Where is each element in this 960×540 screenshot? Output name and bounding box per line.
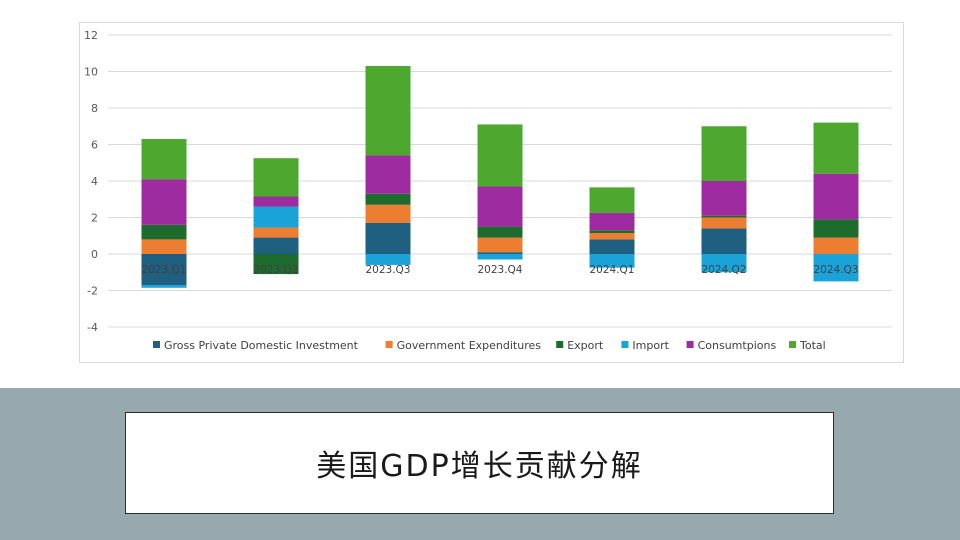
- bar-gross-private-domestic-investment-2023-q2: [253, 237, 299, 254]
- legend-item-consumtpions: Consumtpions: [686, 339, 777, 352]
- bar-consumtpions-2024-q1: [589, 212, 635, 231]
- bar-consumtpions-2023-q1: [141, 179, 187, 225]
- x-category-label: 2023.Q4: [477, 264, 522, 276]
- legend-swatch: [153, 341, 160, 348]
- bar-gross-private-domestic-investment-2024-q2: [701, 228, 747, 254]
- bar-export-2023-q2: [253, 254, 299, 275]
- bar-consumtpions-2023-q4: [477, 186, 523, 227]
- legend-label: Export: [567, 339, 604, 352]
- legend-label: Total: [799, 339, 826, 352]
- bar-government-expenditures-2023-q4: [477, 237, 523, 253]
- legend-item-government-expenditures: Government Expenditures: [385, 339, 542, 352]
- bar-total-2024-q1: [589, 187, 635, 213]
- bar-import-2024-q2: [701, 254, 747, 273]
- y-axis-ticks: -4 -2 0 2 4 6 8 10 12: [84, 29, 98, 334]
- y-tick-label: -2: [87, 285, 98, 298]
- x-category-label: 2024.Q1: [589, 264, 634, 276]
- y-tick-label: 2: [91, 212, 98, 225]
- bar-government-expenditures-2023-q1: [141, 239, 187, 254]
- bar-consumtpions-2023-q2: [253, 196, 299, 207]
- legend-label: Import: [632, 339, 669, 352]
- legend-swatch: [621, 341, 629, 348]
- bar-consumtpions-2023-q3: [365, 155, 411, 194]
- legend-swatch: [385, 341, 393, 348]
- bar-consumtpions-2024-q3: [813, 173, 859, 220]
- bar-total-2024-q3: [813, 122, 859, 174]
- bar-consumtpions-2024-q2: [701, 181, 747, 216]
- bar-total-2023-q1: [141, 139, 187, 180]
- bar-import-2023-q2: [253, 206, 299, 228]
- legend-item-gross-private-domestic-investment: Gross Private Domestic Investment: [153, 339, 359, 352]
- legend-item-total: Total: [789, 339, 826, 352]
- legend: Gross Private Domestic Investment Governm…: [153, 339, 826, 352]
- title-box: 美国GDP增长贡献分解: [125, 412, 834, 514]
- bar-import-2023-q3: [365, 254, 411, 265]
- bar-import-2023-q4: [477, 254, 523, 260]
- bar-total-2024-q2: [701, 126, 747, 181]
- bar-government-expenditures-2023-q2: [253, 227, 299, 238]
- x-category-label: 2023.Q1: [141, 264, 186, 276]
- legend-label: Consumtpions: [698, 339, 777, 352]
- bar-import-2023-q1: [141, 285, 187, 288]
- legend-label: Gross Private Domestic Investment: [164, 339, 359, 352]
- legend-item-import: Import: [621, 339, 670, 352]
- bar-gross-private-domestic-investment-2023-q1: [141, 254, 187, 286]
- y-tick-label: 6: [91, 139, 98, 152]
- legend-label: Government Expenditures: [397, 339, 542, 352]
- bar-total-2023-q4: [477, 124, 523, 187]
- y-tick-label: -4: [87, 321, 98, 334]
- x-category-label: 2024.Q2: [701, 264, 746, 276]
- x-category-label: 2023.Q3: [365, 264, 410, 276]
- bar-export-2023-q1: [141, 224, 187, 240]
- legend-swatch: [686, 341, 694, 348]
- y-tick-label: 12: [84, 29, 98, 42]
- legend-item-export: Export: [556, 339, 604, 352]
- bar-import-2024-q3: [813, 254, 859, 282]
- bar-gross-private-domestic-investment-2023-q4: [477, 252, 523, 254]
- bars: [141, 66, 859, 288]
- bar-export-2023-q4: [477, 226, 523, 238]
- bar-gross-private-domestic-investment-2023-q3: [365, 222, 411, 254]
- bar-government-expenditures-2023-q3: [365, 204, 411, 223]
- bar-export-2024-q3: [813, 219, 859, 238]
- x-category-label: 2023.Q2: [253, 264, 298, 276]
- bar-gross-private-domestic-investment-2024-q1: [589, 239, 635, 254]
- bar-export-2024-q1: [589, 230, 635, 234]
- y-tick-label: 4: [91, 175, 98, 188]
- bar-total-2023-q3: [365, 66, 411, 156]
- x-category-label: 2024.Q3: [813, 264, 858, 276]
- bar-government-expenditures-2024-q3: [813, 237, 859, 254]
- bar-government-expenditures-2024-q2: [701, 217, 747, 229]
- y-tick-label: 0: [91, 248, 98, 261]
- legend-swatch: [556, 341, 564, 348]
- bar-import-2024-q1: [589, 254, 635, 268]
- slide-title: 美国GDP增长贡献分解: [316, 449, 643, 484]
- bar-export-2024-q2: [701, 215, 747, 218]
- legend-swatch: [789, 341, 796, 348]
- category-labels: 2023.Q1 2023.Q2 2023.Q3 2023.Q4 2024.Q1 2024.…: [141, 264, 858, 276]
- y-tick-label: 10: [84, 66, 98, 79]
- chart-area: -4 -2 0 2 4 6 8 10 12 2023.Q1 2023.Q2 2023.Q3 2023.…: [79, 22, 904, 363]
- bar-government-expenditures-2024-q1: [589, 233, 635, 240]
- bar-total-2023-q2: [253, 158, 299, 197]
- bar-export-2023-q3: [365, 193, 411, 205]
- y-tick-label: 8: [91, 102, 98, 115]
